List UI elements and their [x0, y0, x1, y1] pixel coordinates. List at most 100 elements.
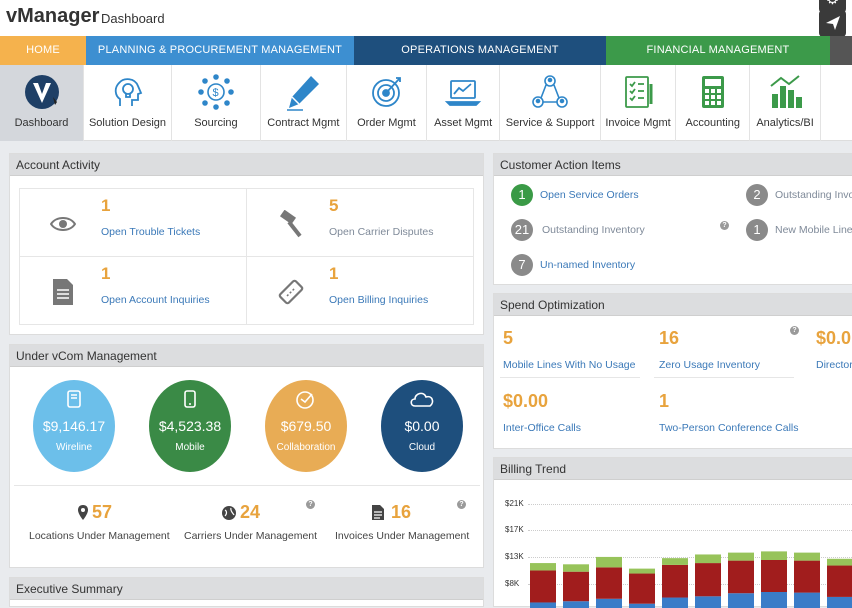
activity-cell-carrier-disputes[interactable]: 5 Open Carrier Disputes — [246, 188, 474, 257]
app-title: vManager — [6, 5, 100, 27]
carrier-disputes-count: 5 — [329, 196, 339, 215]
module-dashboard[interactable]: Dashboard — [0, 65, 85, 141]
module-sourcing[interactable]: $ Sourcing — [172, 65, 261, 141]
executive-summary-title: Executive Summary — [10, 578, 483, 600]
module-order-mgmt[interactable]: Order Mgmt — [347, 65, 427, 141]
collaboration-circle[interactable]: $679.50 Collaboration — [265, 380, 347, 472]
tab-financial[interactable]: FINANCIAL MANAGEMENT — [606, 36, 830, 65]
ticket-icon — [278, 279, 304, 305]
tab-planning-procurement[interactable]: PLANNING & PROCUREMENT MANAGEMENT — [86, 36, 354, 65]
bar-segment[interactable] — [563, 571, 589, 602]
zero-usage-link[interactable]: Zero Usage Inventory — [659, 359, 760, 371]
settings-icon[interactable]: ⚙ — [819, 0, 846, 13]
bar-segment[interactable] — [530, 563, 556, 571]
activity-cell-billing-inquiries[interactable]: 1 Open Billing Inquiries — [246, 256, 474, 325]
divider — [14, 485, 480, 486]
people-network-icon — [532, 75, 568, 108]
module-service-support[interactable]: Service & Support — [500, 65, 601, 141]
bar-segment[interactable] — [827, 565, 852, 597]
bar-segment[interactable] — [563, 601, 589, 608]
outstanding-invoices-link[interactable]: Outstanding Invo — [775, 189, 852, 201]
bar-segment[interactable] — [728, 593, 754, 608]
activity-cell-account-inquiries[interactable]: 1 Open Account Inquiries — [19, 256, 247, 325]
help-icon[interactable]: ? — [790, 326, 799, 335]
eye-icon — [50, 217, 76, 231]
bar-segment[interactable] — [794, 560, 820, 593]
bar-segment[interactable] — [695, 554, 721, 564]
bar-segment[interactable] — [728, 560, 754, 594]
outstanding-inventory-badge: 21 — [511, 219, 533, 241]
bar-segment[interactable] — [563, 564, 589, 572]
bar-segment[interactable] — [695, 563, 721, 597]
bar-segment[interactable] — [794, 592, 820, 608]
mobile-circle[interactable]: $4,523.38 Mobile — [149, 380, 231, 472]
bar-segment[interactable] — [629, 603, 655, 608]
module-solution-design[interactable]: Solution Design — [84, 65, 172, 141]
analytics-icon — [770, 75, 803, 108]
spend-optimization-title: Spend Optimization — [494, 294, 852, 316]
module-analytics-bi[interactable]: Analytics/BI — [750, 65, 821, 141]
bar-segment[interactable] — [530, 570, 556, 603]
new-mobile-lines-link[interactable]: New Mobile Lines — [775, 224, 852, 236]
target-icon — [372, 77, 402, 107]
bar-segment[interactable] — [794, 552, 820, 561]
bar-segment[interactable] — [728, 552, 754, 561]
divider — [654, 377, 794, 378]
tab-home[interactable]: HOME — [0, 36, 86, 65]
inter-office-link[interactable]: Inter-Office Calls — [503, 422, 581, 434]
unnamed-inventory-link[interactable]: Un-named Inventory — [540, 259, 636, 271]
top-bar: vManager Dashboard ⚙ — [0, 0, 852, 37]
outstanding-inventory-link[interactable]: Outstanding Inventory — [542, 224, 645, 236]
bar-segment[interactable] — [629, 568, 655, 574]
conference-calls-link[interactable]: Two-Person Conference Calls — [659, 422, 799, 434]
help-icon[interactable]: ? — [306, 500, 315, 509]
trouble-tickets-link[interactable]: Open Trouble Tickets — [101, 226, 201, 238]
account-inquiries-link[interactable]: Open Account Inquiries — [101, 294, 210, 306]
module-contract-mgmt[interactable]: Contract Mgmt — [261, 65, 347, 141]
cloud-circle[interactable]: $0.00 Cloud — [381, 380, 463, 472]
globe-icon — [222, 506, 236, 520]
bar-segment[interactable] — [827, 596, 852, 608]
wireline-circle[interactable]: $9,146.17 Wireline — [33, 380, 115, 472]
bar-segment[interactable] — [662, 597, 688, 608]
head-bulb-icon — [114, 78, 142, 106]
tab-more[interactable] — [830, 36, 852, 65]
invoices-count: 16 — [391, 502, 412, 522]
bar-segment[interactable] — [596, 567, 622, 599]
bar-segment[interactable] — [761, 551, 787, 560]
bar-segment[interactable] — [596, 556, 622, 568]
locations-label[interactable]: Locations Under Management — [29, 530, 170, 542]
bar-segment[interactable] — [530, 602, 556, 608]
invoice-icon — [625, 76, 653, 108]
account-activity-panel: Account Activity ? 1 Open Trouble Ticket… — [9, 153, 484, 335]
bar-segment[interactable] — [629, 573, 655, 604]
carriers-label[interactable]: Carriers Under Management — [184, 530, 318, 542]
bar-segment[interactable] — [695, 596, 721, 608]
bar-segment[interactable] — [761, 592, 787, 608]
module-accounting[interactable]: Accounting — [676, 65, 751, 141]
help-icon[interactable]: ? — [720, 221, 729, 230]
module-asset-mgmt[interactable]: Asset Mgmt — [427, 65, 501, 141]
service-orders-link[interactable]: Open Service Orders — [540, 189, 639, 201]
bar-segment[interactable] — [596, 598, 622, 608]
bar-segment[interactable] — [761, 560, 787, 592]
help-icon[interactable]: ? — [457, 500, 466, 509]
bar-segment[interactable] — [662, 558, 688, 565]
invoices-label[interactable]: Invoices Under Management — [335, 530, 470, 542]
unnamed-inventory-badge: 7 — [511, 254, 533, 276]
activity-cell-trouble-tickets[interactable]: 1 Open Trouble Tickets — [19, 188, 247, 257]
bar-segment[interactable] — [827, 558, 852, 566]
send-icon[interactable] — [819, 10, 846, 37]
billing-trend-panel: Billing Trend $21K $17K $13K $8K — [493, 457, 852, 608]
director-link[interactable]: Director — [816, 359, 852, 371]
carrier-disputes-link[interactable]: Open Carrier Disputes — [329, 226, 434, 238]
under-management-title: Under vCom Management — [10, 345, 483, 367]
bar-segment[interactable] — [662, 564, 688, 598]
dashboard-logo-icon — [24, 75, 59, 109]
module-invoice-mgmt[interactable]: Invoice Mgmt — [601, 65, 677, 141]
tab-operations[interactable]: OPERATIONS MANAGEMENT — [354, 36, 606, 65]
module-overflow — [821, 65, 852, 141]
billing-inquiries-link[interactable]: Open Billing Inquiries — [329, 294, 429, 306]
y-tick-label: $8K — [505, 579, 520, 588]
mobile-no-usage-link[interactable]: Mobile Lines With No Usage — [503, 359, 636, 371]
